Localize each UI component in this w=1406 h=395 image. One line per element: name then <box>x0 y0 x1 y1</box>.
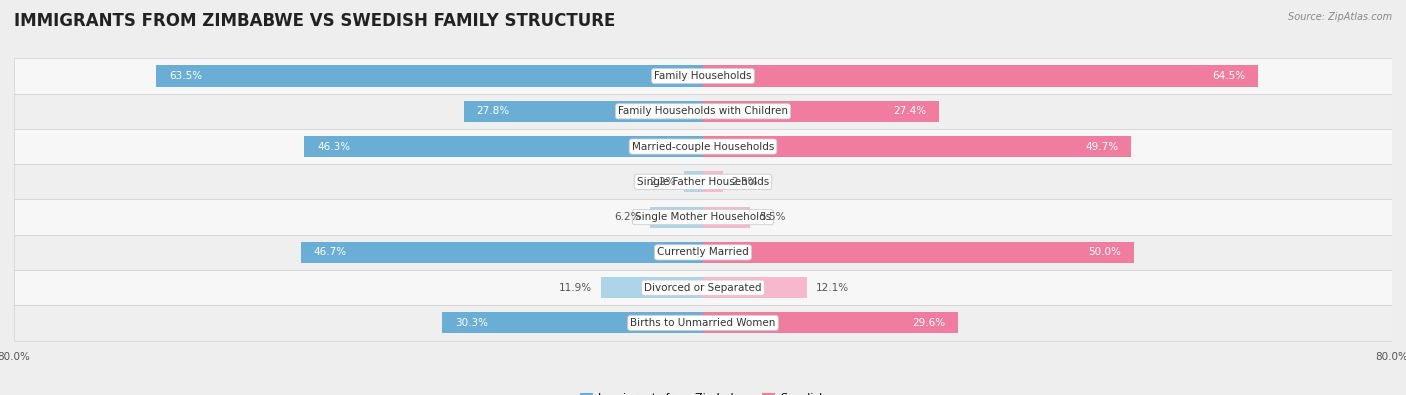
Text: 50.0%: 50.0% <box>1088 247 1121 258</box>
Text: Family Households with Children: Family Households with Children <box>619 106 787 116</box>
Bar <box>156 66 703 87</box>
Bar <box>703 136 1130 157</box>
Text: Divorced or Separated: Divorced or Separated <box>644 283 762 293</box>
Bar <box>14 199 1392 235</box>
Text: Source: ZipAtlas.com: Source: ZipAtlas.com <box>1288 12 1392 22</box>
Bar <box>703 101 939 122</box>
Text: 63.5%: 63.5% <box>169 71 202 81</box>
Bar <box>464 101 703 122</box>
Text: 11.9%: 11.9% <box>558 283 592 293</box>
Bar <box>14 58 1392 94</box>
Text: 49.7%: 49.7% <box>1085 141 1118 152</box>
Text: Single Mother Households: Single Mother Households <box>636 212 770 222</box>
Text: Single Father Households: Single Father Households <box>637 177 769 187</box>
Bar <box>703 242 1133 263</box>
Text: 30.3%: 30.3% <box>456 318 488 328</box>
Bar <box>14 270 1392 305</box>
Bar <box>14 305 1392 340</box>
Text: Married-couple Households: Married-couple Households <box>631 141 775 152</box>
Text: 2.3%: 2.3% <box>731 177 758 187</box>
Bar <box>441 312 703 333</box>
Bar <box>703 66 1258 87</box>
Text: 27.4%: 27.4% <box>893 106 927 116</box>
Bar <box>650 207 703 228</box>
Text: 27.8%: 27.8% <box>477 106 509 116</box>
Bar <box>703 207 751 228</box>
Text: Births to Unmarried Women: Births to Unmarried Women <box>630 318 776 328</box>
Legend: Immigrants from Zimbabwe, Swedish: Immigrants from Zimbabwe, Swedish <box>575 388 831 395</box>
Bar <box>685 171 703 192</box>
Text: IMMIGRANTS FROM ZIMBABWE VS SWEDISH FAMILY STRUCTURE: IMMIGRANTS FROM ZIMBABWE VS SWEDISH FAMI… <box>14 12 616 30</box>
Bar <box>301 242 703 263</box>
Text: Currently Married: Currently Married <box>657 247 749 258</box>
Bar <box>703 171 723 192</box>
Text: 29.6%: 29.6% <box>912 318 945 328</box>
Text: 5.5%: 5.5% <box>759 212 786 222</box>
Text: Family Households: Family Households <box>654 71 752 81</box>
Text: 46.3%: 46.3% <box>318 141 350 152</box>
Text: 64.5%: 64.5% <box>1212 71 1246 81</box>
Bar <box>14 94 1392 129</box>
Bar <box>600 277 703 298</box>
Text: 46.7%: 46.7% <box>314 247 347 258</box>
Bar <box>304 136 703 157</box>
Text: 2.2%: 2.2% <box>650 177 675 187</box>
Bar <box>14 164 1392 199</box>
Bar <box>14 129 1392 164</box>
Text: 6.2%: 6.2% <box>614 212 641 222</box>
Text: 12.1%: 12.1% <box>815 283 849 293</box>
Bar <box>703 312 957 333</box>
Bar <box>14 235 1392 270</box>
Bar <box>703 277 807 298</box>
